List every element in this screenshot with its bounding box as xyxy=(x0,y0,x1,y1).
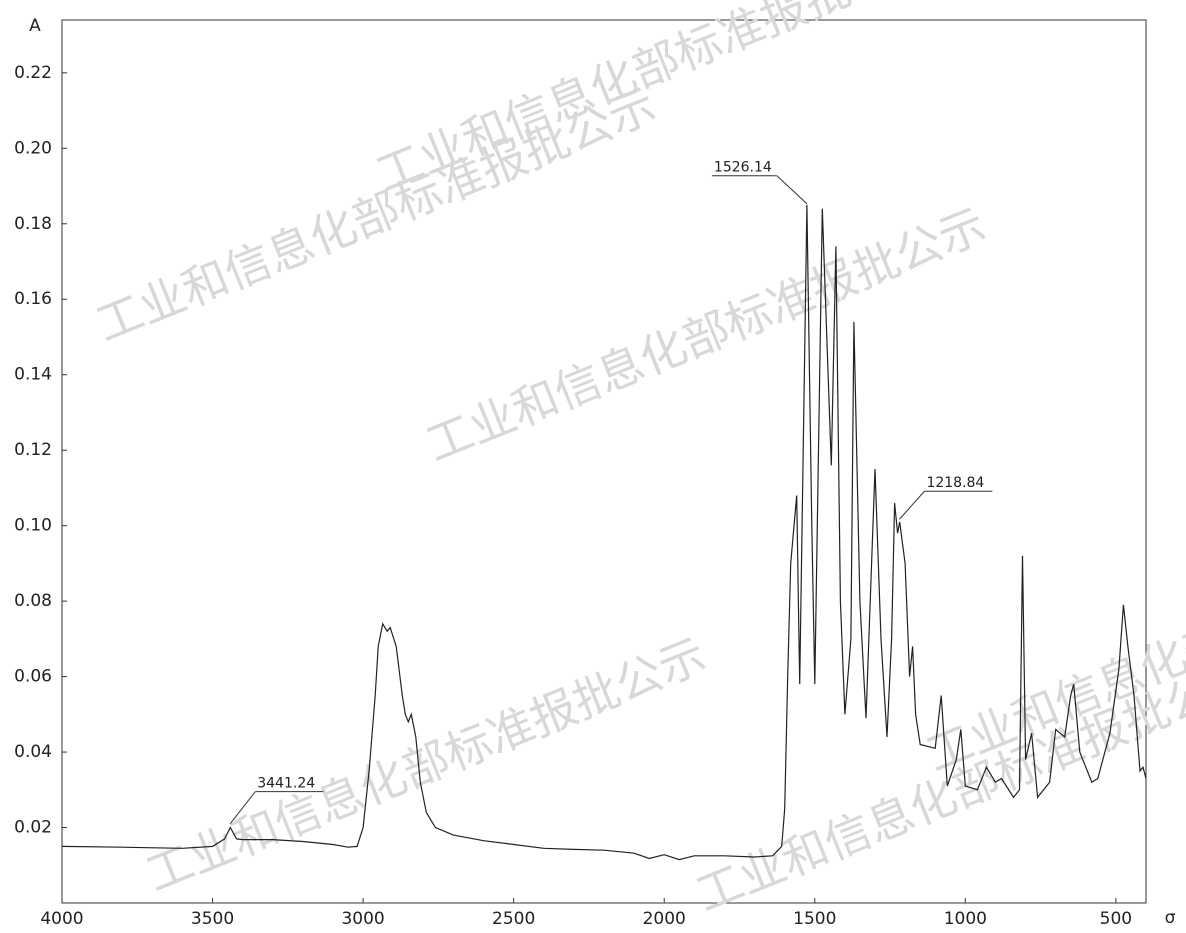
x-tick-label: 1500 xyxy=(793,909,836,929)
watermark: 工业和信息化部标准报批公示 xyxy=(419,198,994,472)
y-tick-label: 0.18 xyxy=(14,214,52,234)
y-tick-label: 0.12 xyxy=(14,440,52,460)
y-tick-label: 0.06 xyxy=(14,667,52,687)
x-axis-label: σ xyxy=(1165,908,1176,928)
peak-leader xyxy=(229,791,256,824)
y-tick-label: 0.14 xyxy=(14,365,52,385)
peak-label: 3441.24 xyxy=(257,776,315,792)
y-tick-label: 0.04 xyxy=(14,742,52,762)
y-tick-label: 0.10 xyxy=(14,516,52,536)
x-tick-label: 2000 xyxy=(643,909,686,929)
y-tick-label: 0.08 xyxy=(14,591,52,611)
spectrum-line xyxy=(61,204,1147,861)
y-axis-label: A xyxy=(29,16,41,36)
y-tick-label: 0.22 xyxy=(14,63,52,83)
x-tick-label: 3500 xyxy=(191,909,234,929)
y-tick-label: 0.16 xyxy=(14,289,52,309)
x-tick-label: 3000 xyxy=(341,909,384,929)
watermark: 工业和信息化部标准报批公示 xyxy=(139,628,714,902)
y-tick-label: 0.02 xyxy=(14,818,52,838)
peak-label: 1526.14 xyxy=(714,160,772,176)
x-tick-label: 500 xyxy=(1100,909,1132,929)
x-tick-label: 4000 xyxy=(40,909,83,929)
plot-frame xyxy=(61,19,1147,904)
peak-leader xyxy=(776,175,808,205)
peak-leader xyxy=(899,490,925,520)
watermark: 工业和信息化部标准报批公示 xyxy=(369,0,944,202)
peak-label: 1218.84 xyxy=(926,475,984,491)
y-tick-label: 0.20 xyxy=(14,138,52,158)
x-tick-label: 2500 xyxy=(492,909,535,929)
x-tick-label: 1000 xyxy=(944,909,987,929)
